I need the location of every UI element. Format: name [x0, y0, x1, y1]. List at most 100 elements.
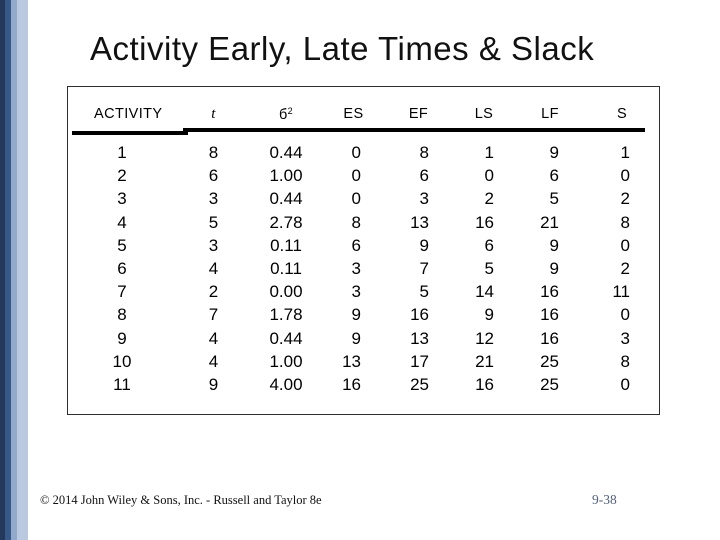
- cell-es: 0: [351, 143, 361, 162]
- cell-s: 1: [620, 143, 630, 162]
- cell-activity: 6: [117, 258, 127, 278]
- cell-lf: 21: [540, 212, 559, 232]
- cell-activity: 8: [117, 305, 127, 325]
- table-row: 11 9 4.00 16 25 16 25 0: [68, 373, 659, 396]
- cell-ef: 8: [419, 143, 429, 162]
- cell-t: 3: [208, 189, 219, 209]
- left-stripe-medium: [5, 0, 11, 540]
- cell-variance: 0.44: [269, 189, 303, 209]
- column-header-activity: ACTIVITY: [94, 106, 163, 122]
- table-row: 2 6 1.00 0 6 0 6 0: [68, 164, 659, 187]
- cell-variance: 1.00: [269, 166, 303, 186]
- cell-lf: 25: [540, 374, 559, 394]
- cell-es: 16: [342, 374, 361, 394]
- column-header-variance: б2: [278, 106, 294, 123]
- cell-activity: 2: [117, 166, 127, 186]
- cell-s: 0: [620, 235, 630, 255]
- cell-s: 3: [620, 328, 630, 348]
- cell-ef: 25: [410, 374, 429, 394]
- table-row: 9 4 0.44 9 13 12 16 3: [68, 327, 659, 350]
- cell-ef: 13: [410, 212, 429, 232]
- table-row: 7 2 0.00 3 5 14 16 11: [68, 280, 659, 303]
- cell-ls: 14: [475, 282, 494, 302]
- cell-ef: 9: [419, 235, 429, 255]
- page-number: 9-38: [592, 492, 617, 507]
- column-header-s: S: [616, 106, 628, 122]
- activity-table: ACTIVITY t б2 ES EF LS LF S 1 8 0.44 0 8 1 9 1 2 6 1.00 0 6…: [67, 86, 660, 415]
- cell-ef: 16: [410, 305, 429, 325]
- cell-s: 8: [620, 212, 630, 232]
- cell-activity: 3: [117, 189, 127, 209]
- cell-activity: 11: [113, 374, 131, 394]
- cell-variance: 1.78: [269, 305, 303, 325]
- column-header-lf: LF: [541, 106, 559, 122]
- slide-title: Activity Early, Late Times & Slack: [90, 30, 595, 67]
- cell-activity: 5: [117, 235, 127, 255]
- table-row: 8 7 1.78 9 16 9 16 0: [68, 303, 659, 326]
- cell-activity: 1: [117, 143, 127, 162]
- cell-activity: 7: [117, 282, 127, 302]
- cell-s: 0: [620, 305, 630, 325]
- cell-t: 3: [208, 235, 219, 255]
- cell-variance: 0.11: [270, 258, 302, 278]
- cell-s: 11: [612, 282, 630, 302]
- cell-t: 9: [208, 374, 219, 394]
- left-stripe-light: [11, 0, 17, 540]
- cell-variance: 0.00: [269, 282, 303, 302]
- cell-t: 5: [208, 212, 219, 232]
- cell-ls: 1: [484, 143, 494, 162]
- cell-variance: 0.11: [270, 235, 302, 255]
- cell-es: 0: [351, 189, 361, 209]
- cell-ls: 2: [484, 189, 494, 209]
- left-stripe-dark: [0, 0, 5, 540]
- cell-t: 4: [208, 351, 219, 371]
- cell-s: 8: [620, 351, 630, 371]
- cell-t: 4: [208, 328, 219, 348]
- cell-lf: 5: [549, 189, 559, 209]
- cell-ef: 17: [410, 351, 429, 371]
- cell-ls: 12: [475, 328, 494, 348]
- cell-t: 4: [208, 258, 219, 278]
- cell-ef: 6: [419, 166, 429, 186]
- cell-es: 8: [351, 212, 361, 232]
- column-header-ef: EF: [408, 106, 429, 122]
- table-row: 3 3 0.44 0 3 2 5 2: [68, 187, 659, 210]
- cell-ls: 5: [484, 258, 494, 278]
- cell-s: 0: [620, 166, 630, 186]
- cell-lf: 6: [549, 166, 559, 186]
- cell-ls: 9: [484, 305, 494, 325]
- cell-variance: 2.78: [269, 212, 303, 232]
- cell-ef: 5: [419, 282, 429, 302]
- cell-es: 6: [351, 235, 361, 255]
- cell-ls: 16: [475, 374, 494, 394]
- cell-es: 13: [342, 351, 361, 371]
- cell-variance: 0.44: [269, 328, 303, 348]
- table-row: 4 5 2.78 8 13 16 21 8: [68, 211, 659, 234]
- table-body: 1 8 0.44 0 8 1 9 1 2 6 1.00 0 6 0 6 0 3 3 0.44 0 3 2 5 2 4 5 2.78 8…: [68, 141, 659, 396]
- cell-activity: 4: [117, 212, 127, 232]
- cell-t: 8: [208, 143, 219, 162]
- cell-es: 9: [351, 328, 361, 348]
- cell-t: 6: [208, 166, 219, 186]
- table-row: 5 3 0.11 6 9 6 9 0: [68, 234, 659, 257]
- cell-s: 0: [620, 374, 630, 394]
- cell-variance: 1.00: [269, 351, 303, 371]
- column-header-es: ES: [343, 106, 364, 122]
- cell-lf: 9: [549, 235, 559, 255]
- column-header-ls: LS: [474, 106, 494, 122]
- cell-activity: 10: [112, 351, 132, 371]
- table-row: 1 8 0.44 0 8 1 9 1: [68, 141, 659, 164]
- cell-s: 2: [620, 258, 630, 278]
- cell-ef: 13: [410, 328, 429, 348]
- cell-t: 2: [208, 282, 219, 302]
- left-stripe-lighter: [17, 0, 28, 540]
- cell-ls: 6: [484, 235, 494, 255]
- cell-variance: 4.00: [269, 374, 303, 394]
- cell-ls: 21: [475, 351, 494, 371]
- cell-activity: 9: [117, 328, 127, 348]
- cell-lf: 16: [540, 328, 559, 348]
- table-header-row: ACTIVITY t б2 ES EF LS LF S: [68, 106, 659, 123]
- cell-lf: 16: [540, 282, 559, 302]
- header-underline-left: [72, 131, 188, 135]
